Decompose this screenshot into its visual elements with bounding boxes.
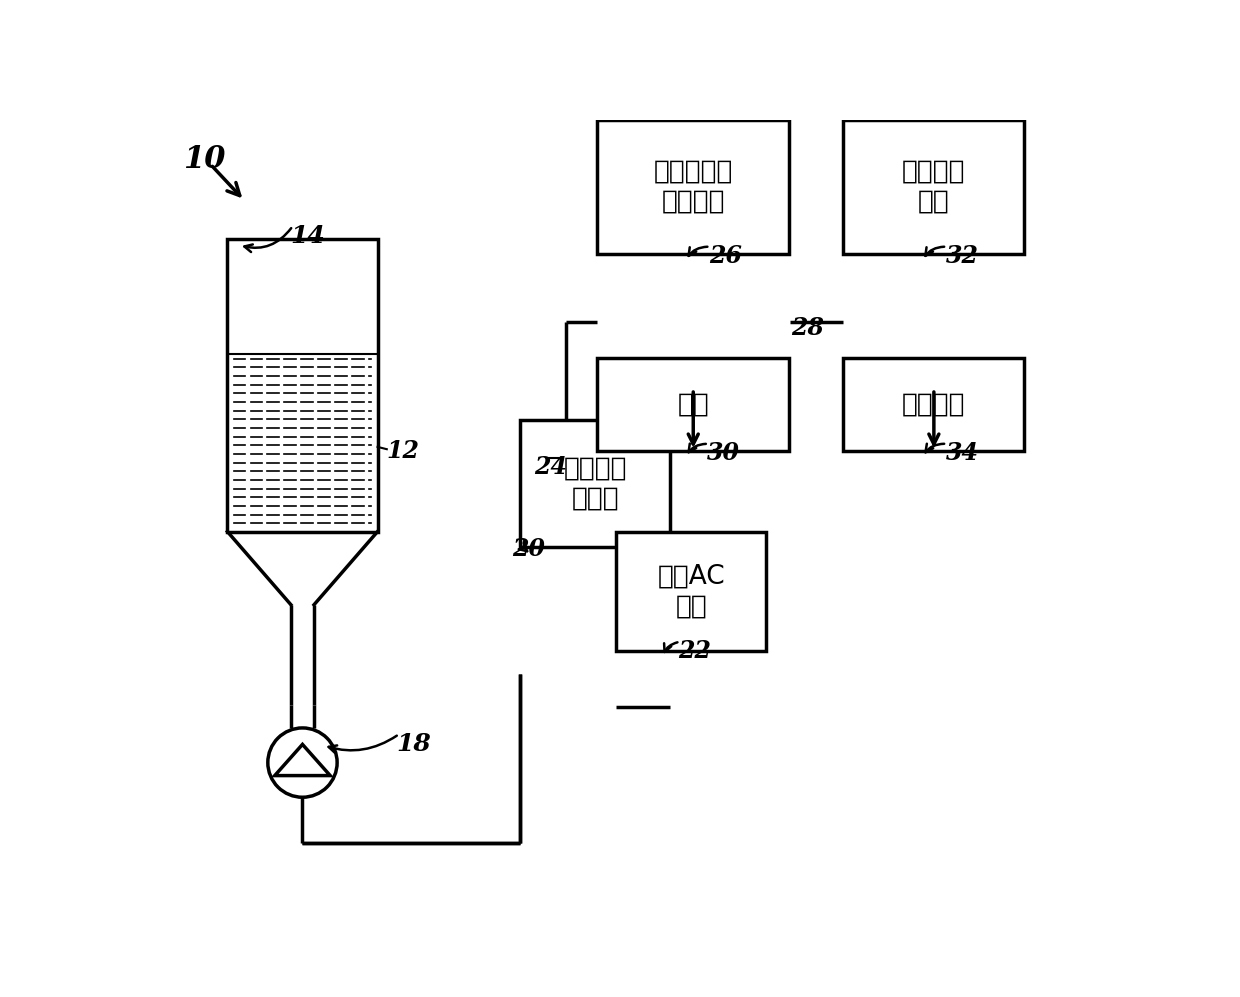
Bar	[520, 420, 670, 547]
Text: 14: 14	[290, 223, 325, 247]
Bar	[596, 120, 790, 254]
Text: 28: 28	[791, 316, 825, 340]
Text: 生物柴油: 生物柴油	[903, 392, 966, 418]
Bar	[843, 358, 1024, 451]
Text: 生物柴油
纯化: 生物柴油 纯化	[903, 159, 966, 215]
Text: 34: 34	[945, 442, 978, 466]
Text: 等离子体
反应器: 等离子体 反应器	[563, 456, 627, 511]
Text: 10: 10	[182, 145, 226, 175]
Text: 26: 26	[708, 244, 742, 268]
Text: 22: 22	[678, 639, 711, 663]
Text: 30: 30	[707, 442, 740, 466]
Bar	[616, 531, 766, 651]
Bar	[596, 358, 790, 451]
Circle shape	[268, 728, 337, 798]
Text: 甘油: 甘油	[677, 392, 709, 418]
Text: 生物柴油与
甘油分离: 生物柴油与 甘油分离	[653, 159, 733, 215]
Text: 32: 32	[945, 244, 978, 268]
Text: 20: 20	[512, 537, 546, 561]
Bar	[843, 120, 1024, 254]
Text: 高压AC
电源: 高压AC 电源	[657, 563, 725, 619]
Text: 18: 18	[397, 732, 432, 756]
Text: 12: 12	[387, 439, 420, 463]
Bar	[227, 239, 377, 531]
Polygon shape	[275, 745, 330, 776]
Text: 24: 24	[534, 455, 567, 479]
